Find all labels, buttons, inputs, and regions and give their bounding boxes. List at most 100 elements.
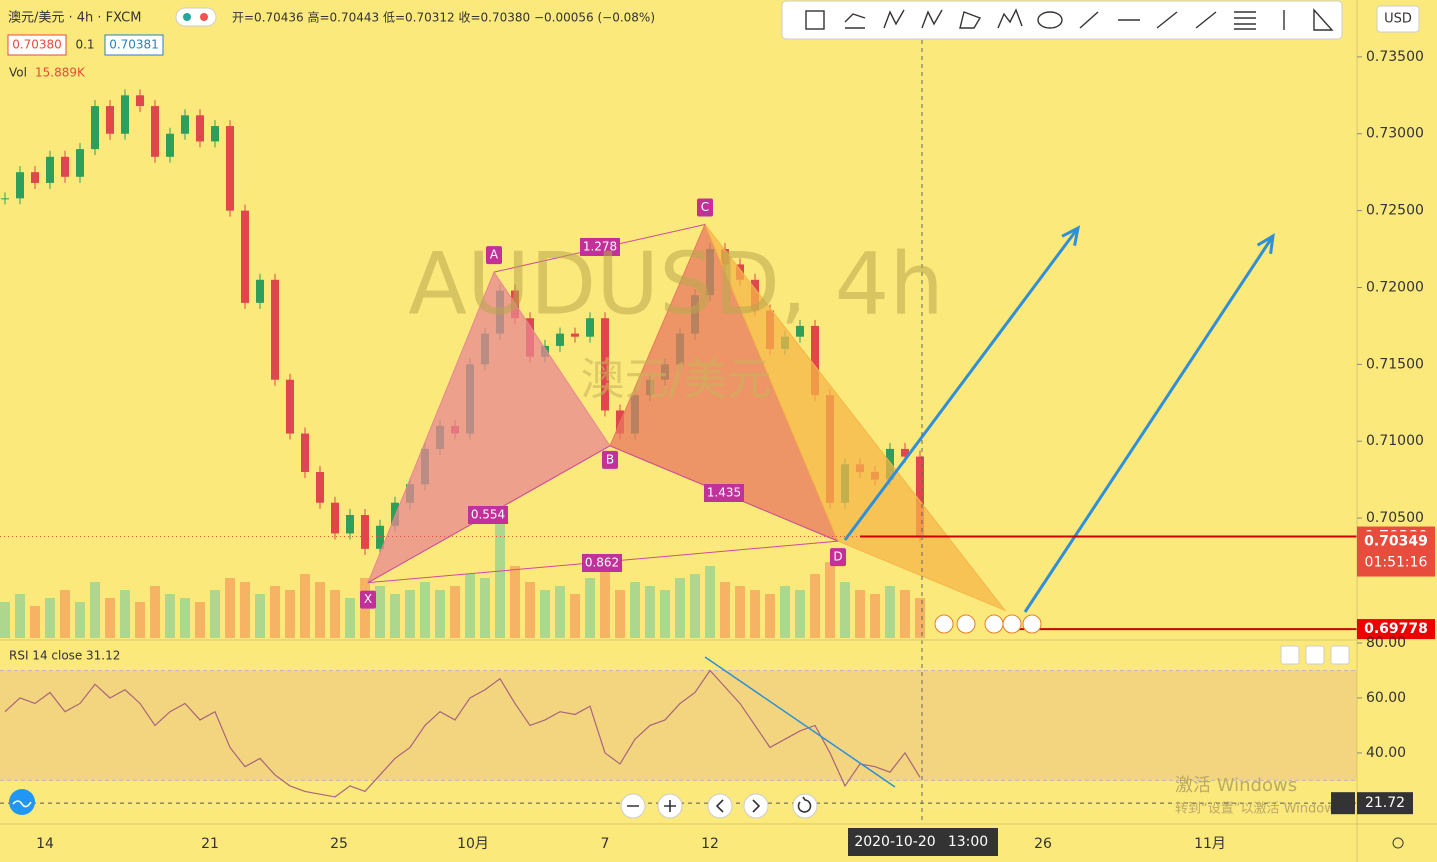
volume-bar bbox=[345, 598, 355, 638]
reset[interactable] bbox=[792, 793, 818, 819]
volume-bar bbox=[765, 594, 775, 638]
logo[interactable] bbox=[9, 789, 35, 815]
volume-bar bbox=[870, 594, 880, 638]
y-tick-label: 0.72500 bbox=[1366, 203, 1424, 219]
volume-bar bbox=[90, 582, 100, 638]
scroll-left[interactable] bbox=[707, 793, 733, 819]
volume-bar bbox=[780, 586, 790, 638]
candle-body bbox=[391, 502, 399, 526]
tool-abcd[interactable] bbox=[959, 11, 982, 29]
point-box bbox=[486, 246, 502, 265]
volume-bar bbox=[795, 590, 805, 638]
currency: USD bbox=[1384, 12, 1412, 27]
candle-body bbox=[316, 471, 324, 503]
watermark-name: 澳元/美元 bbox=[581, 354, 772, 405]
panel-button[interactable] bbox=[1330, 645, 1350, 665]
candle-body bbox=[361, 515, 369, 549]
candle-body bbox=[271, 279, 279, 380]
x-tick-label: 10月 bbox=[457, 836, 489, 852]
volume-bar bbox=[420, 582, 430, 638]
volume-bar bbox=[885, 586, 895, 638]
tool-gann[interactable] bbox=[1313, 8, 1334, 31]
nav-icons bbox=[12, 796, 812, 813]
point-label: B bbox=[606, 452, 614, 466]
candle-body bbox=[901, 448, 909, 457]
candle-body bbox=[211, 126, 219, 142]
volume-bar bbox=[195, 602, 205, 638]
pattern-cde bbox=[704, 224, 1007, 612]
tool-rect[interactable] bbox=[805, 10, 825, 30]
candle-body bbox=[106, 106, 114, 134]
countdown-box bbox=[1357, 548, 1435, 577]
volume-bar bbox=[480, 578, 490, 638]
volume-bar bbox=[255, 594, 265, 638]
y-tick-label: 0.70500 bbox=[1366, 510, 1424, 526]
tool-xabcd[interactable] bbox=[883, 9, 905, 29]
rsi-add-box bbox=[1331, 792, 1355, 815]
price-label: 0.70349 bbox=[1364, 533, 1428, 549]
event-icon bbox=[1002, 614, 1022, 634]
rsi-band bbox=[0, 670, 1357, 781]
volume-bar bbox=[285, 590, 295, 638]
candle-body bbox=[241, 210, 249, 303]
settings[interactable] bbox=[1392, 837, 1404, 849]
panel-button[interactable] bbox=[1280, 645, 1300, 665]
watermark-ticker: AUDUSD, 4h bbox=[408, 234, 944, 334]
tool-ray[interactable] bbox=[1156, 11, 1178, 29]
candle-body bbox=[166, 133, 174, 157]
tool-fib[interactable] bbox=[1234, 11, 1256, 30]
candle-body bbox=[376, 525, 384, 549]
candle-body bbox=[586, 318, 594, 337]
event-icon bbox=[984, 614, 1004, 634]
status-dot bbox=[183, 13, 191, 21]
volume-bar bbox=[330, 590, 340, 638]
volume-bar bbox=[735, 586, 745, 638]
volume-bar bbox=[540, 590, 550, 638]
status-dot bbox=[200, 13, 208, 21]
volume-bar bbox=[210, 590, 220, 638]
ratio-box bbox=[704, 484, 744, 502]
sell-box[interactable] bbox=[7, 34, 67, 56]
ratio-label: 0.554 bbox=[471, 508, 505, 522]
scroll-right[interactable] bbox=[743, 793, 769, 819]
tool-channel[interactable] bbox=[844, 13, 866, 29]
volume-bar bbox=[510, 566, 520, 638]
arrow-head bbox=[1256, 233, 1275, 255]
candle-body bbox=[76, 149, 84, 177]
candle-body bbox=[46, 156, 54, 183]
volume-bar bbox=[60, 590, 70, 638]
tool-arrow[interactable] bbox=[1195, 11, 1217, 29]
volume-bar bbox=[15, 594, 25, 638]
panel-button[interactable] bbox=[1305, 645, 1325, 665]
volume-bar bbox=[585, 578, 595, 638]
candle-body bbox=[346, 515, 354, 534]
volume-bar bbox=[120, 590, 130, 638]
volume-bar bbox=[150, 586, 160, 638]
tool-trend[interactable] bbox=[1079, 11, 1099, 29]
volume-bar bbox=[495, 518, 505, 638]
volume-bar bbox=[675, 578, 685, 638]
volume-bar bbox=[315, 582, 325, 638]
point-box bbox=[602, 450, 618, 469]
volume-bar bbox=[615, 590, 625, 638]
volume-bar bbox=[630, 582, 640, 638]
spread: 0.1 bbox=[75, 38, 94, 52]
tool-cypher[interactable] bbox=[921, 9, 943, 29]
crosshair-date-box bbox=[848, 828, 998, 856]
volume-bar bbox=[750, 590, 760, 638]
volume-bar bbox=[435, 590, 445, 638]
tool-elliott[interactable] bbox=[997, 8, 1023, 29]
rsi-tick-label: 60.00 bbox=[1366, 690, 1406, 706]
candle-body bbox=[601, 318, 609, 411]
y-tick-label: 0.72000 bbox=[1366, 279, 1424, 295]
buy-box[interactable] bbox=[104, 34, 164, 56]
volume-bar bbox=[450, 586, 460, 638]
tool-ellipse[interactable] bbox=[1037, 11, 1063, 29]
point-box bbox=[830, 548, 846, 567]
volume-bar bbox=[375, 586, 385, 638]
volume-bar bbox=[810, 574, 820, 638]
currency-box[interactable] bbox=[1376, 5, 1420, 33]
volume-bar bbox=[660, 590, 670, 638]
os-watermark-title: 激活 Windows bbox=[1175, 775, 1297, 796]
